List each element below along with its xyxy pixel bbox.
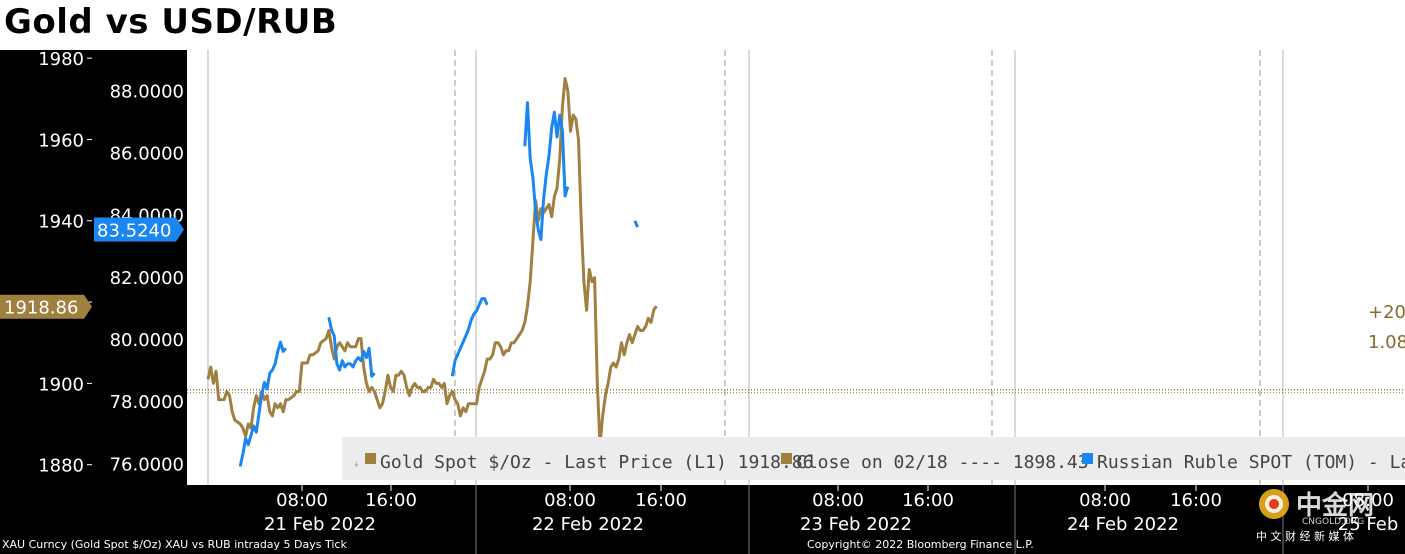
legend: Gold Spot $/Oz - Last Price (L1) 1918.86… bbox=[342, 437, 1405, 480]
footer-copyright: Copyright© 2022 Bloomberg Finance L.P. bbox=[807, 538, 1034, 551]
legend-label: Close on 02/18 ---- 1898.43 bbox=[796, 452, 1089, 473]
logo-sub: 中 文 财 经 新 媒 体 bbox=[1256, 529, 1354, 543]
x-axis: 08:00 21 Feb 2022 16:00 08:00 22 Feb 2022 16:… bbox=[264, 485, 1398, 554]
x-tick-date: 22 Feb 2022 bbox=[532, 514, 644, 535]
legend-label: Gold Spot $/Oz - Last Price (L1) 1918.86 bbox=[380, 452, 813, 473]
left-tick-label: 1960 bbox=[38, 130, 84, 151]
x-tick-date: 24 Feb 2022 bbox=[1067, 514, 1179, 535]
legend-swatch bbox=[1082, 453, 1093, 464]
close-line-layer bbox=[187, 389, 1405, 394]
series-line-rub bbox=[327, 316, 376, 378]
right-tick-label: 86.0000 bbox=[110, 144, 184, 165]
legend-swatch bbox=[781, 453, 792, 464]
x-tick-time: 16:00 bbox=[635, 490, 687, 511]
last-value-markers: 1918.86 83.5240 +20 1.08 bbox=[0, 217, 1405, 353]
series-line-rub bbox=[238, 340, 288, 467]
right-tick-label: 80.0000 bbox=[110, 330, 184, 351]
right-axis: 76.000078.000080.000082.000084.000086.00… bbox=[110, 81, 184, 475]
x-tick-time: 08:00 bbox=[1342, 490, 1394, 511]
logo-en: CNGOLD.ORG bbox=[1302, 517, 1364, 527]
x-tick-date: 21 Feb 2022 bbox=[264, 514, 376, 535]
series-line-rub bbox=[450, 297, 489, 377]
legend-label: Russian Ruble SPOT (TOM) - Last bbox=[1097, 452, 1405, 473]
x-tick-time: 16:00 bbox=[365, 490, 417, 511]
change-label-2: 1.08 bbox=[1368, 332, 1405, 353]
left-tick-label: 1900 bbox=[38, 374, 84, 395]
x-tick-time: 08:00 bbox=[276, 490, 328, 511]
legend-box bbox=[342, 437, 1405, 480]
left-tick-label: 1940 bbox=[38, 212, 84, 233]
rub-last-marker bbox=[94, 217, 184, 242]
gold-last-marker bbox=[0, 294, 92, 319]
x-tick-time: 16:00 bbox=[1170, 490, 1222, 511]
right-tick-label: 78.0000 bbox=[110, 392, 184, 413]
left-tick-label: 1980 bbox=[38, 50, 84, 70]
x-tick-time: 08:00 bbox=[812, 490, 864, 511]
left-axis: 188019001920194019601980 bbox=[38, 50, 92, 477]
plot-area bbox=[187, 50, 1405, 485]
cngold-logo: 中金网 CNGOLD.ORG 中 文 财 经 新 媒 体 bbox=[1256, 489, 1374, 543]
right-tick-label: 82.0000 bbox=[110, 268, 184, 289]
chart-title: Gold vs USD/RUB bbox=[4, 2, 338, 42]
x-tick-time: 16:00 bbox=[902, 490, 954, 511]
chart-svg: 188019001920194019601980 76.000078.00008… bbox=[0, 50, 1405, 554]
right-tick-label: 76.0000 bbox=[110, 454, 184, 475]
x-tick-date: 23 Feb 2022 bbox=[800, 514, 912, 535]
x-tick-time: 08:00 bbox=[1079, 490, 1131, 511]
footer-source: XAU Curncy (Gold Spot $/Oz) XAU vs RUB i… bbox=[2, 538, 347, 551]
legend-swatch bbox=[365, 453, 376, 464]
legend-pin-icon: ⍖ bbox=[353, 457, 360, 471]
logo-cn: 中金网 bbox=[1296, 490, 1374, 521]
chart-panel: 188019001920194019601980 76.000078.00008… bbox=[0, 50, 1405, 554]
series-line-rub bbox=[523, 101, 570, 241]
change-label-1: +20 bbox=[1368, 302, 1405, 323]
series-layer bbox=[206, 77, 658, 467]
series-line-gold bbox=[206, 77, 658, 446]
series-line-rub bbox=[633, 220, 639, 228]
rub-last-label: 83.5240 bbox=[97, 220, 171, 241]
x-tick-time: 08:00 bbox=[544, 490, 596, 511]
right-tick-label: 88.0000 bbox=[110, 81, 184, 102]
x-tick-date: 25 Feb bbox=[1338, 514, 1399, 535]
left-tick-label: 1880 bbox=[38, 456, 84, 477]
grid-layer bbox=[207, 50, 1284, 485]
gold-last-label: 1918.86 bbox=[4, 298, 78, 319]
